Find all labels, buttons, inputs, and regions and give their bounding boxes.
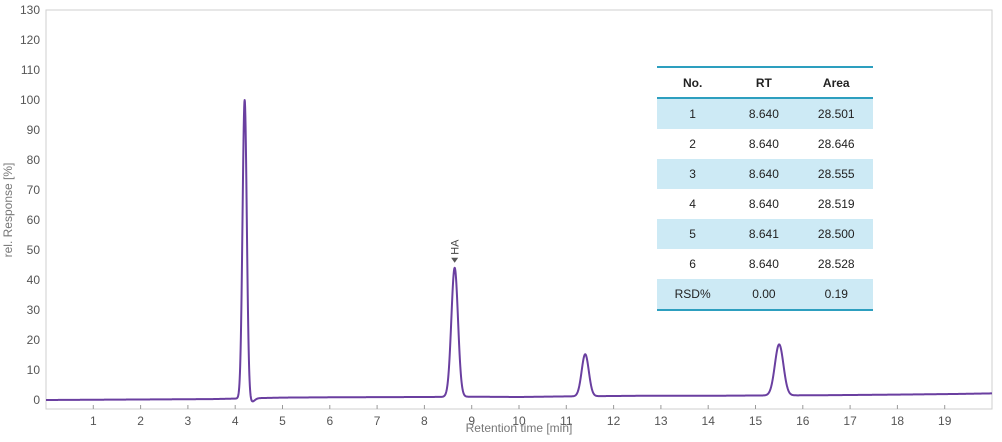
y-tick-label: 40 — [27, 273, 41, 287]
row-rt: 0.00 — [728, 279, 800, 311]
row-area: 28.646 — [817, 137, 855, 151]
row-rt: 8.641 — [728, 219, 800, 249]
x-tick-label: 11 — [560, 414, 573, 428]
row-no: 3 — [657, 159, 729, 189]
row-area: 0.19 — [799, 279, 873, 311]
row-no: 5 — [657, 219, 729, 249]
x-tick-label: 16 — [796, 414, 810, 428]
row-rt: 8.640 — [728, 159, 800, 189]
x-tick-label: 10 — [512, 414, 526, 428]
x-axis-ticks: 1 2 3 4 5 6 7 8 9 10 11 12 13 14 15 16 17 18 19 — [90, 405, 952, 428]
header-area: Area — [799, 66, 873, 99]
table-header-row: No. RT Area — [657, 66, 873, 99]
y-tick-label: 10 — [27, 363, 41, 377]
x-tick-label: 14 — [702, 414, 716, 428]
y-tick-label: 100 — [20, 93, 40, 107]
x-tick-label: 7 — [374, 414, 381, 428]
y-tick-label: 130 — [20, 3, 40, 17]
x-tick-label: 4 — [232, 414, 239, 428]
y-tick-label: 60 — [27, 213, 41, 227]
table-row: 3 8.640 28.555 — [657, 159, 873, 189]
table-row: 1 8.640 28.501 — [657, 98, 873, 129]
x-tick-label: 9 — [468, 414, 475, 428]
x-tick-label: 19 — [938, 414, 952, 428]
table-row: 4 8.640 28.519 — [657, 189, 873, 219]
y-tick-label: 90 — [27, 123, 41, 137]
row-area: 28.519 — [817, 197, 855, 211]
row-area: 28.555 — [799, 159, 873, 189]
x-tick-label: 12 — [607, 414, 621, 428]
peak-labels: HA — [450, 239, 462, 263]
x-tick-label: 8 — [421, 414, 428, 428]
row-rt: 8.640 — [748, 257, 779, 271]
y-tick-label: 50 — [27, 243, 41, 257]
x-tick-label: 18 — [891, 414, 905, 428]
x-tick-label: 3 — [185, 414, 192, 428]
table-row: 2 8.640 28.646 — [657, 129, 873, 159]
row-rt: 8.640 — [748, 197, 779, 211]
row-no: 6 — [689, 257, 696, 271]
results-table: No. RT Area 1 8.640 28.501 2 8.640 28.64… — [657, 66, 873, 311]
y-tick-label: 70 — [27, 183, 41, 197]
row-area: 28.500 — [799, 219, 873, 249]
y-tick-label: 0 — [33, 393, 40, 407]
y-tick-label: 120 — [20, 33, 40, 47]
row-no: RSD% — [657, 279, 729, 311]
x-tick-label: 5 — [279, 414, 286, 428]
x-tick-label: 13 — [654, 414, 668, 428]
y-axis-ticks: 0 10 20 30 40 50 60 70 80 90 100 110 120 130 — [20, 3, 40, 407]
chromatogram-trace — [45, 99, 993, 403]
table-row-rsd: RSD% 0.00 0.19 — [657, 279, 873, 311]
x-tick-label: 17 — [843, 414, 857, 428]
row-no: 2 — [689, 137, 696, 151]
x-tick-label: 2 — [137, 414, 144, 428]
row-area: 28.528 — [817, 257, 855, 271]
row-no: 4 — [689, 197, 696, 211]
header-no: No. — [657, 66, 729, 99]
peak-label: HA — [450, 239, 462, 255]
row-area: 28.501 — [799, 98, 873, 129]
y-tick-label: 20 — [27, 333, 41, 347]
x-tick-label: 6 — [326, 414, 333, 428]
row-no: 1 — [657, 98, 729, 129]
peak-marker — [451, 257, 459, 263]
x-tick-label: 1 — [90, 414, 97, 428]
y-tick-label: 80 — [27, 153, 41, 167]
table-row: 5 8.641 28.500 — [657, 219, 873, 249]
row-rt: 8.640 — [728, 98, 800, 129]
table-row: 6 8.640 28.528 — [657, 249, 873, 279]
y-tick-label: 110 — [21, 63, 40, 77]
y-axis-title: rel. Response [%] — [1, 163, 15, 258]
row-rt: 8.640 — [748, 137, 779, 151]
header-rt: RT — [728, 66, 800, 99]
x-axis-title: Retention time [min] — [466, 421, 573, 435]
x-tick-label: 15 — [749, 414, 763, 428]
y-tick-label: 30 — [27, 303, 41, 317]
